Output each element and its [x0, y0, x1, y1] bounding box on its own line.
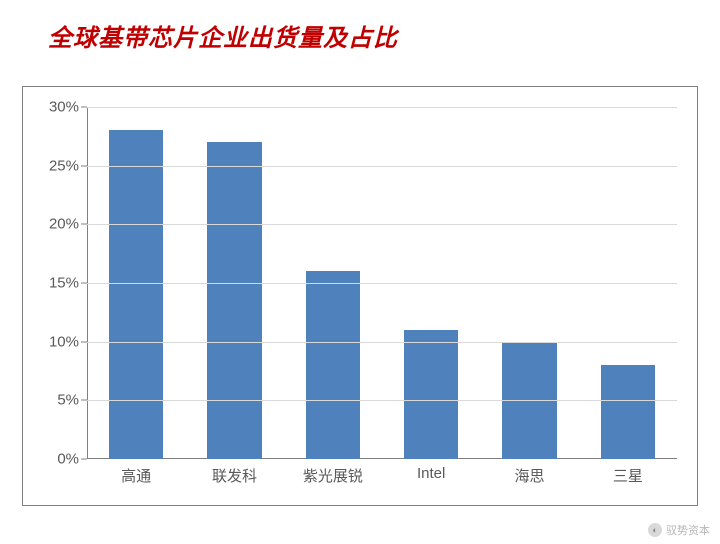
y-tick-mark — [81, 400, 87, 401]
chart-frame: 0%5%10%15%20%25%30% 高通联发科紫光展锐Intel海思三星 — [22, 86, 698, 506]
y-tick-label: 0% — [57, 451, 79, 468]
y-tick-label: 10% — [49, 333, 79, 350]
grid-line — [87, 283, 677, 284]
bar — [404, 330, 458, 459]
y-tick-mark — [81, 107, 87, 108]
x-tick-label: 高通 — [121, 465, 151, 486]
y-tick-mark — [81, 165, 87, 166]
x-tick-label: Intel — [417, 465, 445, 482]
grid-line — [87, 107, 677, 108]
watermark-icon: ◐ — [648, 523, 662, 537]
grid-line — [87, 400, 677, 401]
y-tick-mark — [81, 283, 87, 284]
y-tick-label: 5% — [57, 392, 79, 409]
y-tick-label: 15% — [49, 275, 79, 292]
watermark: ◐ 驭势资本 — [648, 522, 710, 538]
x-tick-label: 海思 — [514, 465, 544, 486]
watermark-text: 驭势资本 — [666, 522, 710, 538]
y-tick-mark — [81, 224, 87, 225]
x-labels: 高通 联发科 紫光展锐 Intel 海思 三星 — [87, 465, 677, 495]
bar — [109, 130, 163, 459]
plot-area: 0%5%10%15%20%25%30% — [87, 107, 677, 459]
grid-line — [87, 342, 677, 343]
y-tick-label: 25% — [49, 157, 79, 174]
y-tick-label: 20% — [49, 216, 79, 233]
x-tick-label: 三星 — [613, 465, 643, 486]
y-tick-mark — [81, 341, 87, 342]
grid-line — [87, 166, 677, 167]
bar — [306, 271, 360, 459]
bar — [601, 365, 655, 459]
x-tick-label: 联发科 — [212, 465, 257, 486]
chart-title: 全球基带芯片企业出货量及占比 — [0, 0, 720, 53]
grid-line — [87, 224, 677, 225]
y-tick-label: 30% — [49, 99, 79, 116]
x-tick-label: 紫光展锐 — [303, 465, 363, 486]
y-tick-mark — [81, 459, 87, 460]
bar — [207, 142, 261, 459]
